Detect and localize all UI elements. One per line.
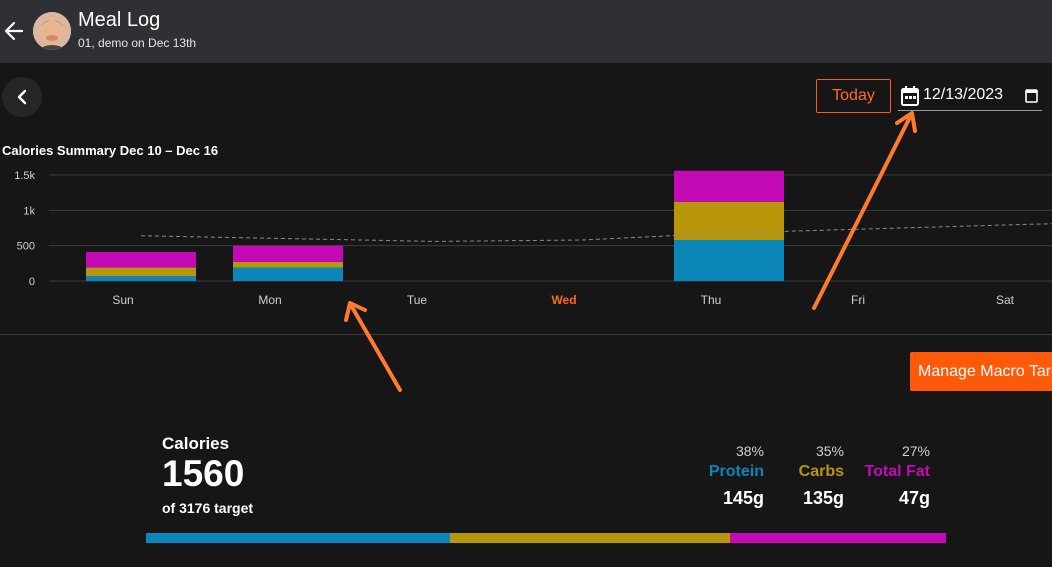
- macro-protein: 38% Protein 145g: [684, 441, 764, 513]
- chevron-left-icon: [17, 89, 27, 105]
- calendar-picker-icon[interactable]: [1025, 88, 1038, 103]
- carbs-percent: 35%: [815, 443, 844, 459]
- macro-fat: 27% Total Fat 47g: [844, 441, 930, 513]
- chart-bar-segment: [233, 245, 343, 262]
- chart-bar-segment: [233, 261, 343, 268]
- calories-label: Calories: [162, 434, 230, 453]
- x-tick-label: Sun: [112, 293, 133, 307]
- y-tick-label: 500: [17, 241, 35, 253]
- calories-target: of 3176 target: [162, 500, 254, 516]
- x-tick-label: Mon: [258, 293, 281, 307]
- app-bar: Meal Log 01, demo on Dec 13th: [0, 0, 1052, 63]
- macro-bar-segment: [730, 533, 946, 543]
- target-line: [140, 223, 1052, 242]
- macro-bar-segment: [146, 533, 450, 543]
- chart-bar-segment: [674, 240, 784, 281]
- date-value: 12/13/2023: [923, 86, 1004, 103]
- protein-grams: 145g: [722, 488, 764, 508]
- manage-macro-targets-button[interactable]: Manage Macro Targets: [910, 352, 1052, 391]
- y-tick-label: 0: [29, 276, 35, 288]
- carbs-grams: 135g: [802, 488, 844, 508]
- chart-bar-segment: [86, 267, 196, 277]
- chart-bar-segment: [674, 201, 784, 241]
- x-tick-label: Thu: [701, 293, 722, 307]
- fat-percent: 27%: [901, 443, 930, 459]
- fat-label: Total Fat: [864, 463, 930, 480]
- chart-bar-segment: [233, 267, 343, 281]
- y-tick-label: 1k: [23, 205, 35, 217]
- x-tick-label: Tue: [407, 293, 428, 307]
- previous-week-button[interactable]: [2, 77, 42, 117]
- carbs-label: Carbs: [798, 463, 844, 480]
- page-title: Meal Log: [78, 9, 161, 31]
- chart-title: Calories Summary Dec 10 – Dec 16: [2, 143, 219, 158]
- chart-bar-segment: [86, 276, 196, 281]
- protein-percent: 38%: [735, 443, 764, 459]
- macro-carbs: 35% Carbs 135g: [764, 441, 844, 513]
- chart-bar-segment: [86, 252, 196, 268]
- protein-label: Protein: [708, 463, 764, 480]
- today-button[interactable]: Today: [816, 79, 891, 113]
- date-input[interactable]: 12/13/2023: [898, 80, 1042, 111]
- chart-bar-segment: [674, 170, 784, 202]
- calories-value: 1560: [162, 453, 245, 494]
- calendar-icon: [901, 86, 919, 106]
- fat-grams: 47g: [898, 488, 930, 508]
- calories-chart: 0 500 1k 1.5k Sun Mon Tue Wed Thu Fri Sat: [14, 170, 1052, 307]
- x-tick-label: Sat: [996, 293, 1015, 307]
- x-tick-label: Wed: [551, 293, 576, 307]
- divider: [0, 334, 1052, 335]
- y-tick-label: 1.5k: [14, 170, 35, 182]
- page-subtitle: 01, demo on Dec 13th: [78, 36, 197, 50]
- avatar: [33, 12, 71, 50]
- macro-bar-segment: [450, 533, 730, 543]
- back-arrow-icon[interactable]: [4, 20, 24, 42]
- x-tick-label: Fri: [851, 293, 865, 307]
